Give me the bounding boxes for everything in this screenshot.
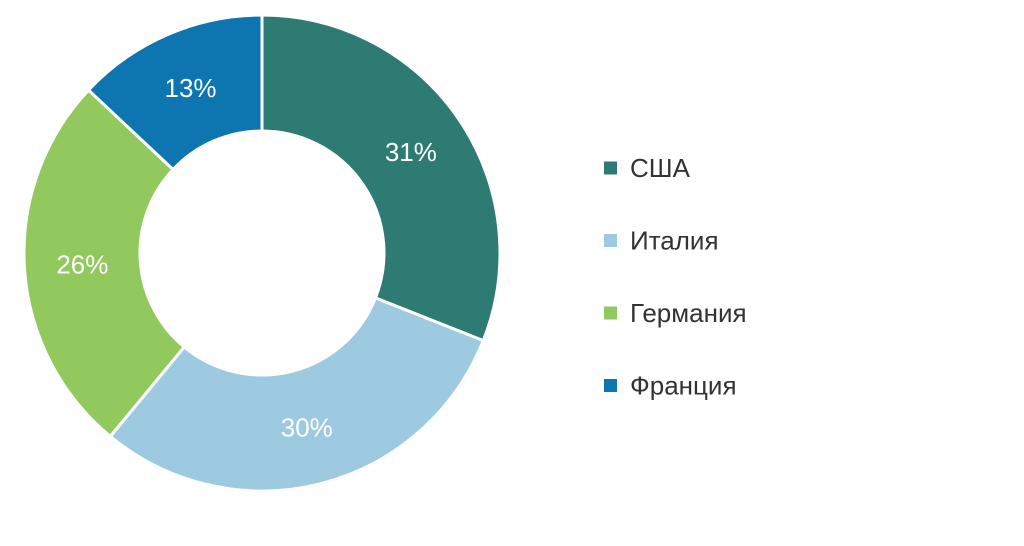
legend-item-1: США [604, 153, 691, 183]
legend-item-2: Италия [604, 226, 719, 256]
legend-item-4: Франция [604, 371, 737, 401]
slice-label-3: 26% [56, 249, 108, 279]
legend-label-3: Германия [630, 298, 747, 328]
slice-label-4: 13% [164, 73, 216, 103]
legend-swatch-1 [604, 161, 617, 175]
legend-label-4: Франция [630, 371, 737, 401]
legend-label-1: США [630, 153, 691, 183]
slice-label-1: 31% [385, 137, 437, 167]
slice-2 [108, 295, 486, 493]
slice-1 [260, 13, 502, 343]
slice-4 [86, 13, 264, 172]
donut-slices [22, 13, 502, 493]
legend-swatch-4 [604, 379, 617, 392]
legend-swatch-2 [604, 234, 617, 247]
legend-item-3: Германия [604, 298, 747, 328]
donut-slice-labels: 31% 30% 26% 13% [56, 73, 437, 443]
slice-label-2: 30% [281, 412, 333, 442]
legend: США Италия Германия Франция [604, 153, 747, 401]
legend-label-2: Италия [630, 226, 719, 256]
slice-3 [22, 87, 187, 439]
legend-swatch-3 [604, 306, 617, 320]
